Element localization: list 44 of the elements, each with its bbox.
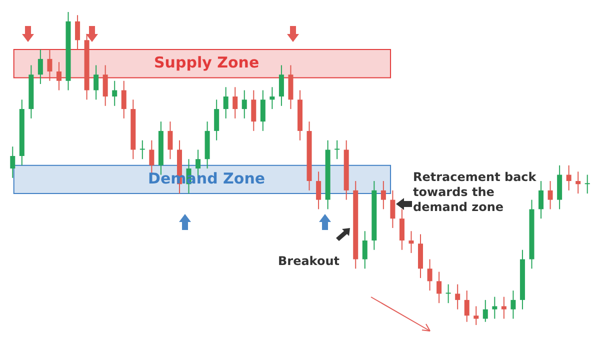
band-label: Supply Zone [154, 54, 260, 72]
candlestick [474, 306, 479, 326]
candlestick [436, 271, 442, 304]
annotation: Retracement back towards the demand zone [413, 170, 538, 215]
candlestick [112, 80, 118, 106]
candlestick [278, 64, 284, 106]
candlestick [576, 171, 581, 194]
candlestick [168, 121, 173, 160]
candlestick [548, 180, 553, 210]
candlestick [538, 180, 544, 220]
candlestick [94, 64, 99, 100]
candlestick [56, 62, 62, 91]
candlestick [408, 230, 414, 254]
candlestick [399, 208, 404, 250]
candlestick [232, 86, 238, 119]
candlestick [10, 146, 16, 178]
candlestick [270, 86, 275, 110]
candlestick [455, 284, 460, 310]
candlestick [427, 258, 432, 292]
candlestick [242, 90, 247, 119]
candlestick [482, 299, 488, 322]
candlestick [223, 86, 228, 119]
candlestick [362, 230, 368, 270]
candlestick [501, 296, 506, 320]
candlestick [492, 296, 498, 320]
candlestick [446, 284, 451, 304]
candlestick [102, 64, 108, 106]
candlestick [214, 99, 220, 141]
candlestick [140, 140, 145, 160]
candlestick [334, 140, 340, 160]
candlestick [47, 49, 52, 82]
candlestick [121, 80, 126, 119]
candlestick [510, 290, 516, 320]
annotation: Breakout [278, 254, 340, 269]
candlestick [566, 164, 572, 191]
candlestick [75, 14, 80, 50]
candlestick [380, 180, 386, 210]
candlestick [390, 190, 396, 228]
candlestick [251, 90, 256, 132]
candlestick [38, 49, 43, 84]
candlestick [464, 290, 470, 322]
candlestick [584, 174, 590, 194]
candlestick [260, 90, 266, 132]
candlestick [316, 171, 322, 210]
